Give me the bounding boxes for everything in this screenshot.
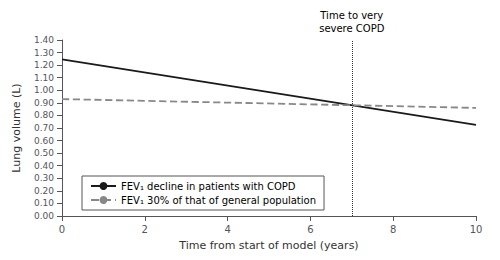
svg-text:8: 8 [390, 224, 396, 235]
svg-text:0.40: 0.40 [34, 161, 54, 171]
svg-text:Lung volume (L): Lung volume (L) [10, 83, 23, 172]
svg-text:Time to very: Time to very [319, 10, 383, 21]
svg-text:severe COPD: severe COPD [319, 23, 385, 34]
svg-text:0.80: 0.80 [34, 110, 54, 120]
svg-text:0.00: 0.00 [34, 211, 54, 221]
svg-text:0.30: 0.30 [34, 173, 54, 183]
svg-text:1.30: 1.30 [34, 48, 54, 58]
svg-text:0.70: 0.70 [34, 123, 54, 133]
svg-text:0.10: 0.10 [34, 198, 54, 208]
svg-text:1.40: 1.40 [34, 35, 54, 45]
svg-text:0.90: 0.90 [34, 98, 54, 108]
svg-text:1.00: 1.00 [34, 85, 54, 95]
svg-text:10: 10 [470, 224, 483, 235]
svg-text:1.20: 1.20 [34, 60, 54, 70]
svg-text:2: 2 [142, 224, 148, 235]
svg-text:6: 6 [307, 224, 313, 235]
svg-text:1.10: 1.10 [34, 73, 54, 83]
svg-text:0.60: 0.60 [34, 136, 54, 146]
svg-text:FEV₁ decline in patients with: FEV₁ decline in patients with COPD [121, 181, 296, 192]
svg-text:Time from start of model (year: Time from start of model (years) [178, 239, 358, 252]
svg-text:4: 4 [224, 224, 230, 235]
svg-text:FEV₁ 30% of that of general po: FEV₁ 30% of that of general population [121, 195, 316, 206]
svg-text:0: 0 [59, 224, 65, 235]
svg-text:0.20: 0.20 [34, 186, 54, 196]
svg-text:0.50: 0.50 [34, 148, 54, 158]
